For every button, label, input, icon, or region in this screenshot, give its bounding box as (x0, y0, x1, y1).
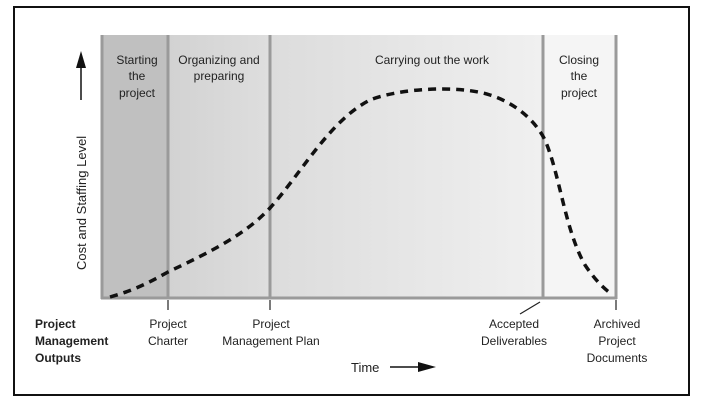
output-archived-project-documents: Archived Project Documents (587, 317, 648, 365)
phase-label-closing: Closing the project (559, 53, 599, 100)
phase-label-starting: Starting the project (116, 53, 157, 100)
phase-band-organizing (168, 35, 270, 298)
y-axis-label: Cost and Staffing Level (74, 136, 89, 270)
x-axis-label: Time (351, 360, 379, 375)
cost-staffing-curve (109, 87, 613, 299)
phase-band-starting (101, 35, 168, 298)
phase-band-carrying-out (270, 35, 543, 298)
output-accepted-deliverables: Accepted Deliverables (481, 317, 547, 348)
output-project-management-plan: Project Management Plan (222, 317, 319, 348)
output-ticks (167, 300, 617, 315)
phase-label-carrying-out: Carrying out the work (375, 53, 490, 67)
phase-label-organizing: Organizing and preparing (178, 53, 259, 83)
phase-dividers (100, 35, 618, 300)
output-project-charter: Project Charter (148, 317, 188, 348)
outputs-heading: Project Management Outputs (35, 317, 108, 365)
y-axis-arrow-icon (76, 51, 86, 100)
x-axis-arrow-icon (390, 362, 436, 372)
